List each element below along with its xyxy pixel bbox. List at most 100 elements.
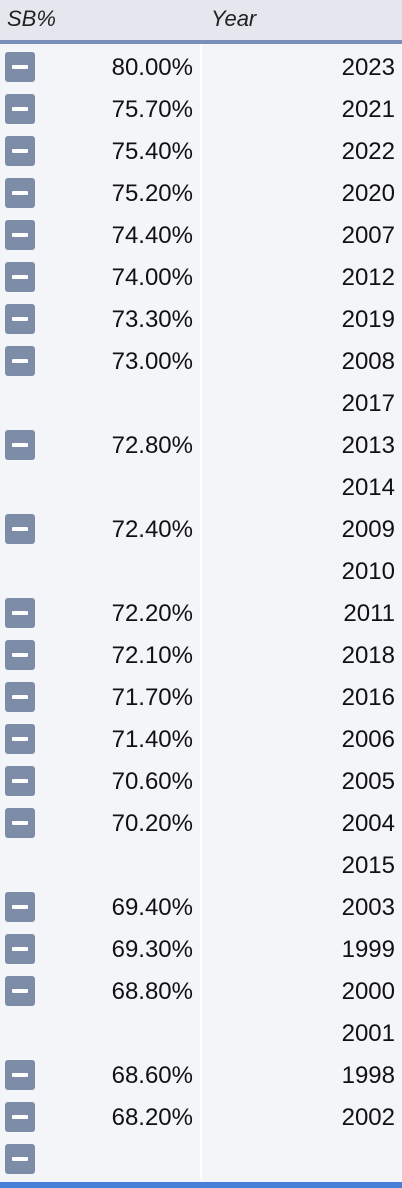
table-row: 2010	[0, 550, 402, 592]
year-cell: 2003	[341, 894, 395, 921]
collapse-row-button[interactable]	[5, 598, 35, 628]
table-row: 2001	[0, 1012, 402, 1054]
sb-pct-cell: 68.80%	[111, 978, 193, 1005]
table-row: 72.40% 2009	[0, 508, 402, 550]
table-row: 75.70% 2021	[0, 88, 402, 130]
collapse-row-button[interactable]	[5, 640, 35, 670]
year-cell: 2011	[343, 600, 395, 627]
table-row: 71.40% 2006	[0, 718, 402, 760]
collapse-row-button[interactable]	[5, 724, 35, 754]
minus-icon	[12, 737, 28, 741]
sb-pct-cell: 75.40%	[111, 138, 193, 165]
collapse-row-button[interactable]	[5, 262, 35, 292]
column-header-year[interactable]: Year	[211, 6, 257, 31]
year-cell: 2000	[341, 978, 395, 1005]
table-row: 68.80% 2000	[0, 970, 402, 1012]
minus-icon	[12, 653, 28, 657]
minus-icon	[12, 947, 28, 951]
minus-icon	[12, 107, 28, 111]
sb-pct-cell: 70.60%	[111, 768, 193, 795]
table-row: 2015	[0, 844, 402, 886]
sb-pct-cell: 73.00%	[111, 348, 193, 375]
year-cell: 1998	[341, 1062, 395, 1089]
table-row: 72.80% 2013	[0, 424, 402, 466]
year-cell: 2013	[341, 432, 395, 459]
collapse-row-button[interactable]	[5, 766, 35, 796]
collapse-row-button[interactable]	[5, 976, 35, 1006]
sb-pct-cell: 72.10%	[111, 642, 193, 669]
minus-icon	[12, 149, 28, 153]
sb-pct-cell: 75.70%	[111, 96, 193, 123]
minus-icon	[12, 905, 28, 909]
collapse-row-button[interactable]	[5, 682, 35, 712]
minus-icon	[12, 275, 28, 279]
minus-icon	[12, 611, 28, 615]
sb-pct-cell: 68.60%	[111, 1062, 193, 1089]
collapse-row-button[interactable]	[5, 94, 35, 124]
column-header-sb-pct[interactable]: SB%	[7, 6, 56, 31]
collapse-row-button[interactable]	[5, 514, 35, 544]
table-bottom-border	[0, 1182, 402, 1188]
minus-icon	[12, 1115, 28, 1119]
year-cell: 2021	[341, 96, 395, 123]
table-row: 74.40% 2007	[0, 214, 402, 256]
minus-icon	[12, 1157, 28, 1161]
sb-pct-cell: 71.70%	[111, 684, 193, 711]
table-row: 75.20% 2020	[0, 172, 402, 214]
sb-pct-cell: 72.40%	[111, 516, 193, 543]
minus-icon	[12, 1073, 28, 1077]
collapse-row-button[interactable]	[5, 304, 35, 334]
year-cell: 2002	[341, 1104, 395, 1131]
collapse-row-button[interactable]	[5, 220, 35, 250]
table-row: 70.60% 2005	[0, 760, 402, 802]
collapse-row-button[interactable]	[5, 430, 35, 460]
year-cell: 2015	[341, 852, 395, 879]
year-cell: 2023	[341, 54, 395, 81]
minus-icon	[12, 233, 28, 237]
year-cell: 2022	[341, 138, 395, 165]
collapse-row-button[interactable]	[5, 52, 35, 82]
table-row: 71.70% 2016	[0, 676, 402, 718]
collapse-row-button[interactable]	[5, 346, 35, 376]
table-row: 72.10% 2018	[0, 634, 402, 676]
year-cell: 1999	[341, 936, 395, 963]
minus-icon	[12, 191, 28, 195]
minus-icon	[12, 989, 28, 993]
year-cell: 2006	[341, 726, 395, 753]
collapse-row-button[interactable]	[5, 808, 35, 838]
minus-icon	[12, 443, 28, 447]
year-cell: 2009	[341, 516, 395, 543]
year-cell: 2016	[341, 684, 395, 711]
collapse-row-button[interactable]	[5, 178, 35, 208]
collapse-row-button[interactable]	[5, 934, 35, 964]
sb-pct-cell: 75.20%	[111, 180, 193, 207]
year-cell: 2010	[341, 558, 395, 585]
collapse-row-button[interactable]	[5, 1102, 35, 1132]
collapse-row-button[interactable]	[5, 1144, 35, 1174]
table-row: 69.30% 1999	[0, 928, 402, 970]
sb-pct-cell: 74.40%	[111, 222, 193, 249]
year-cell: 2018	[341, 642, 395, 669]
sb-pct-cell: 80.00%	[111, 54, 193, 81]
minus-icon	[12, 695, 28, 699]
table-row: 73.00% 2008	[0, 340, 402, 382]
sb-pct-cell: 69.30%	[111, 936, 193, 963]
minus-icon	[12, 527, 28, 531]
table-row	[0, 1138, 402, 1180]
collapse-row-button[interactable]	[5, 136, 35, 166]
sb-pct-cell: 68.20%	[111, 1104, 193, 1131]
year-cell: 2007	[341, 222, 395, 249]
sb-pct-cell: 72.80%	[111, 432, 193, 459]
sb-pct-cell: 71.40%	[111, 726, 193, 753]
table-header: SB% Year	[0, 0, 402, 44]
year-cell: 2001	[341, 1020, 395, 1047]
collapse-row-button[interactable]	[5, 892, 35, 922]
year-cell: 2019	[341, 306, 395, 333]
column-divider	[200, 44, 202, 1180]
table-body: 80.00% 2023 75.70% 2021 75.40% 2022 75.20% 2020…	[0, 46, 402, 1180]
table-row: 75.40% 2022	[0, 130, 402, 172]
collapse-row-button[interactable]	[5, 1060, 35, 1090]
table-row: 73.30% 2019	[0, 298, 402, 340]
minus-icon	[12, 779, 28, 783]
year-cell: 2014	[341, 474, 395, 501]
